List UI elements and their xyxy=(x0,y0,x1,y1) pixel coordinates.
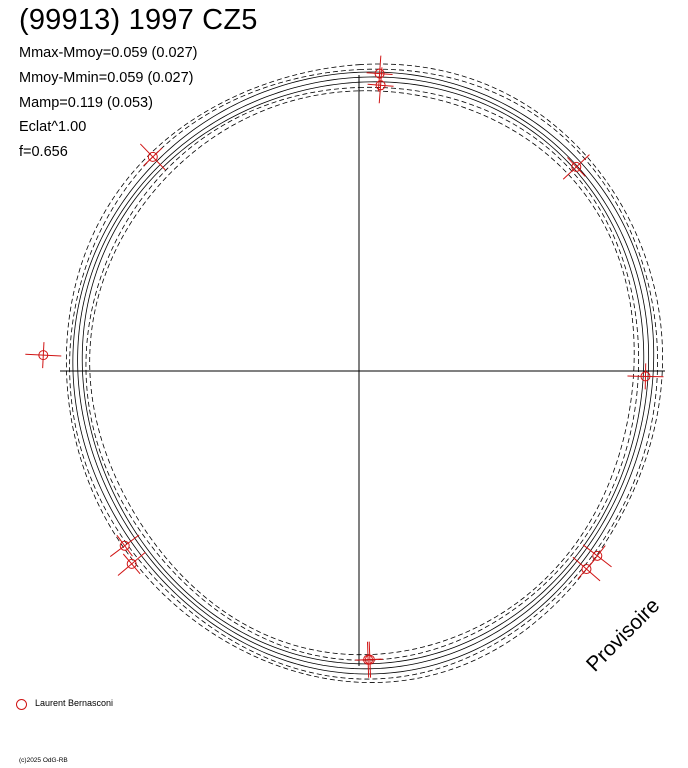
model-curve-dashed xyxy=(69,68,658,680)
error-bar xyxy=(42,342,45,369)
data-point xyxy=(25,342,62,369)
data-point-marker xyxy=(592,550,603,561)
stat-f: f=0.656 xyxy=(19,144,68,161)
stat-mmax-mmoy: Mmax-Mmoy=0.059 (0.027) xyxy=(19,45,198,61)
legend-circle-icon xyxy=(16,699,27,710)
model-curve-dashed xyxy=(89,90,635,656)
stats-block: Mmax-Mmoy=0.059 (0.027) Mmoy-Mmin=0.059 … xyxy=(19,41,198,165)
data-point-marker xyxy=(147,151,158,162)
data-point-marker xyxy=(363,654,374,665)
stat-amplitude: Mamp=0.119 (0.053) xyxy=(19,94,153,111)
asteroid-title: (99913) 1997 CZ5 xyxy=(19,4,258,36)
data-point-marker xyxy=(581,564,592,575)
error-bar xyxy=(355,658,382,661)
data-point-marker xyxy=(640,371,651,382)
data-point-marker xyxy=(119,540,130,551)
plot-axes xyxy=(60,75,665,666)
error-bar xyxy=(143,147,163,167)
data-point-marker xyxy=(126,558,137,569)
data-point xyxy=(582,544,612,568)
stat-brightness-exponent: Eclat^1.00 xyxy=(19,119,87,136)
error-bar xyxy=(122,553,141,575)
data-point-marker xyxy=(374,68,385,79)
data-point xyxy=(562,154,590,180)
data-point-marker xyxy=(571,161,582,172)
data-point-marker xyxy=(38,350,49,361)
error-bar xyxy=(367,83,394,87)
stat-mmoy-mmin: Mmoy-Mmin=0.059 (0.027) xyxy=(19,69,194,86)
model-curve-solid xyxy=(72,71,655,675)
observation-points xyxy=(25,55,664,678)
data-point xyxy=(355,641,382,678)
data-point xyxy=(109,534,140,557)
error-bar xyxy=(567,157,586,177)
data-point xyxy=(139,143,166,171)
data-point xyxy=(572,556,601,582)
data-point xyxy=(117,551,146,576)
copyright: (c)2025 OdG-RB xyxy=(19,757,68,764)
data-point xyxy=(627,363,664,390)
data-point xyxy=(367,67,394,104)
error-bar xyxy=(116,535,133,557)
legend-label: Laurent Bernasconi xyxy=(35,698,114,708)
model-curve-solid xyxy=(77,76,650,670)
data-point-marker xyxy=(375,80,386,91)
model-curve-solid xyxy=(81,81,645,665)
error-bar xyxy=(577,558,596,580)
error-bar xyxy=(366,72,393,75)
